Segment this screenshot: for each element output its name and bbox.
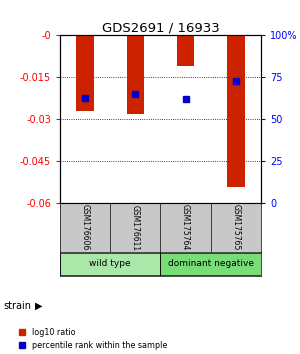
Text: wild type: wild type	[89, 259, 131, 268]
Text: GSM175765: GSM175765	[231, 204, 240, 251]
Text: GSM175764: GSM175764	[181, 204, 190, 251]
Legend: log10 ratio, percentile rank within the sample: log10 ratio, percentile rank within the …	[19, 328, 167, 350]
Bar	[160, 253, 261, 275]
Bar	[76, 35, 94, 111]
Bar	[127, 35, 144, 114]
Text: GSM176611: GSM176611	[131, 205, 140, 251]
Text: ▶: ▶	[34, 301, 42, 311]
Bar	[177, 35, 194, 66]
Text: GSM176606: GSM176606	[81, 204, 90, 251]
Text: dominant negative: dominant negative	[168, 259, 254, 268]
Bar	[227, 35, 245, 187]
Text: strain: strain	[3, 301, 31, 311]
Bar	[60, 253, 160, 275]
Title: GDS2691 / 16933: GDS2691 / 16933	[102, 21, 219, 34]
